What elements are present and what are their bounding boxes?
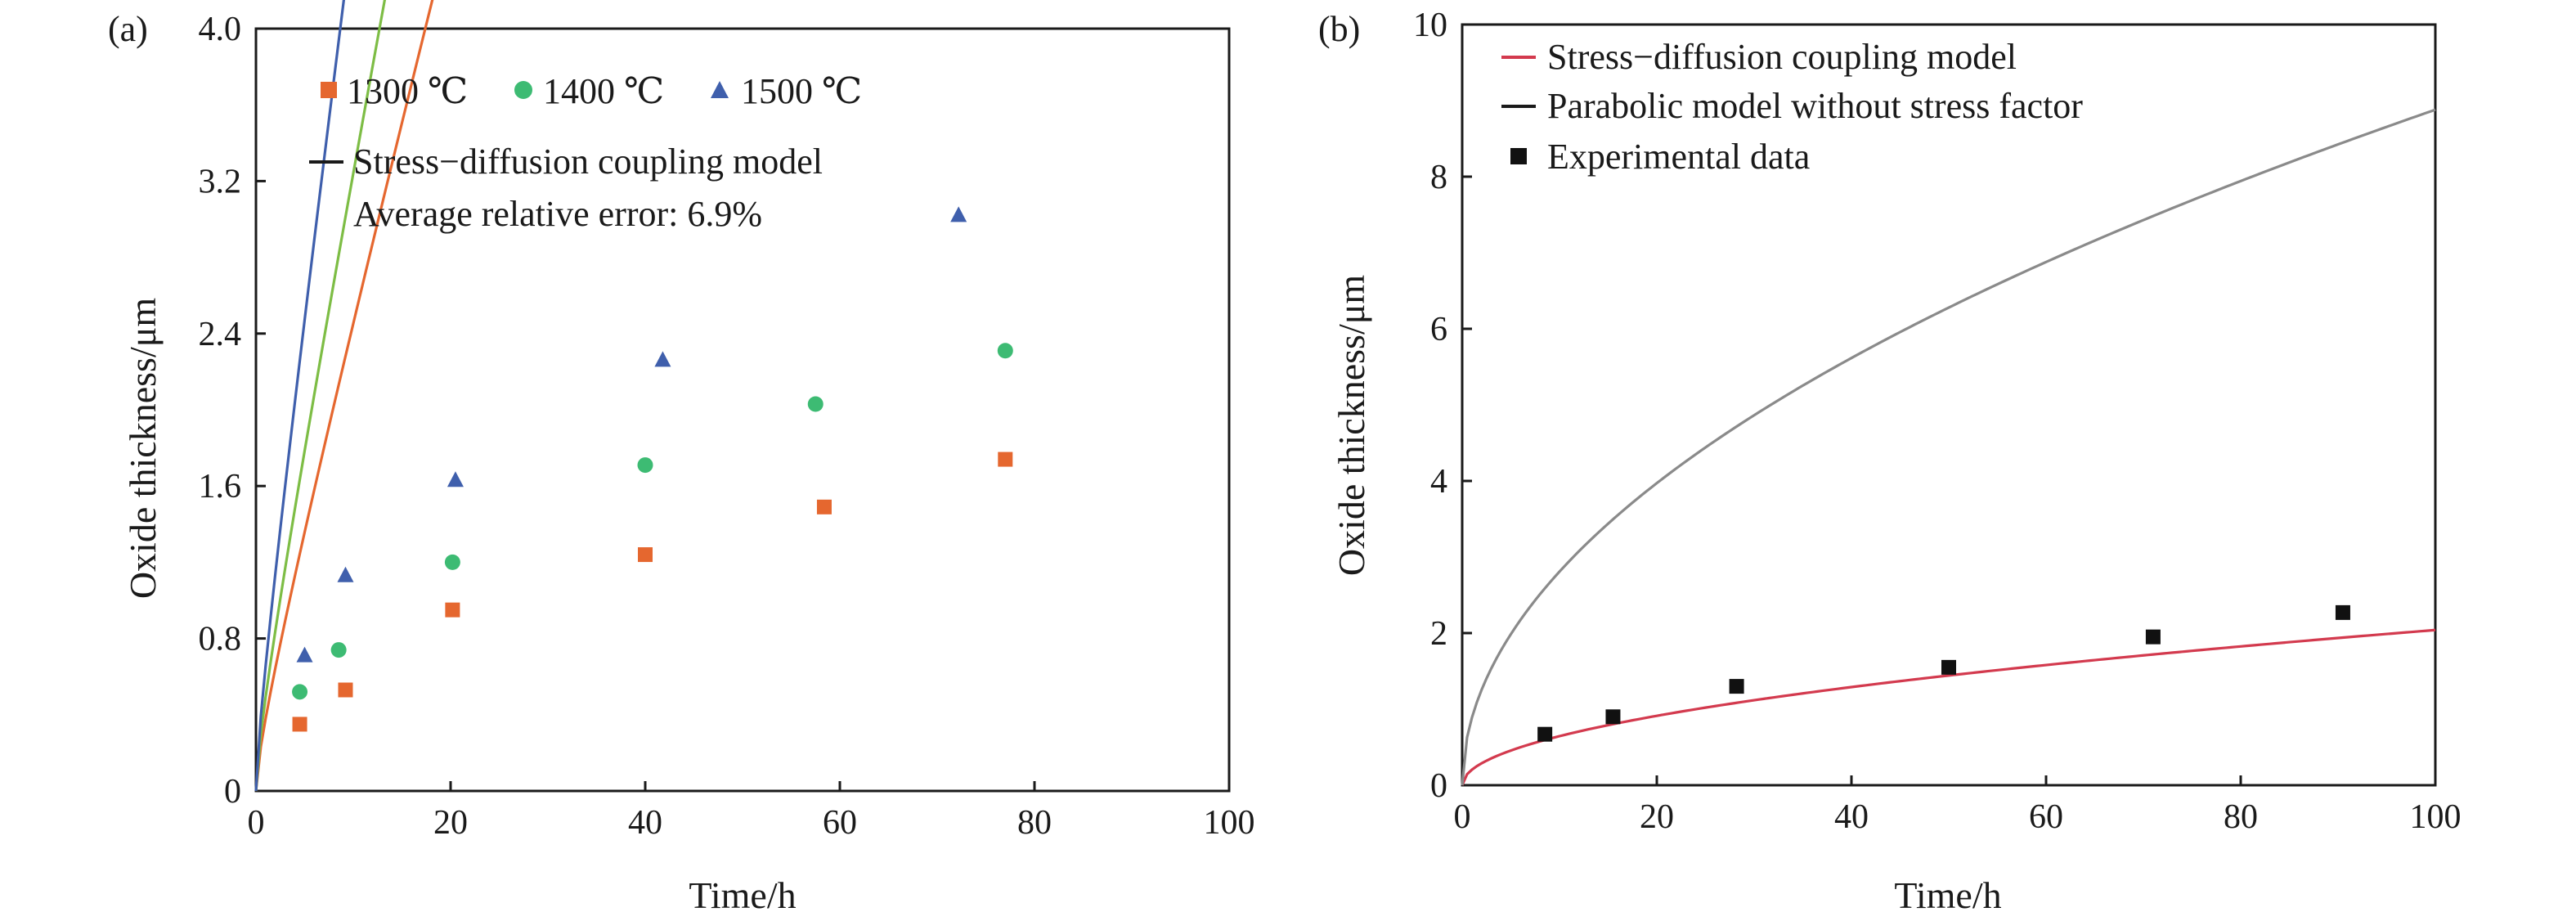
curve-stress-diffusion-coupling-model (1461, 628, 2436, 786)
point-1300 (292, 717, 307, 732)
panel-b-plot-frame (1461, 23, 2437, 787)
x-tick-label: 0 (248, 804, 265, 842)
y-tick-label: 4 (1430, 463, 1447, 501)
panel-b-ticks: 0 20 40 60 80 100 0 2 4 6 8 10 (1413, 7, 2462, 836)
y-tick-label: 0.8 (199, 621, 242, 658)
y-tick-label: 2 (1430, 615, 1447, 653)
legend-label-1400: 1400 ℃ (543, 71, 664, 111)
x-tick-label: 20 (433, 804, 468, 842)
legend-item-1300: 1300 ℃ (321, 71, 468, 111)
panel-a-x-axis-label: Time/h (689, 874, 796, 916)
panel-b-curves (1461, 108, 2436, 786)
legend-item-model-line: Stress−diffusion coupling model (309, 142, 823, 182)
point-1400 (997, 343, 1013, 359)
point-experimental-data (1729, 679, 1744, 694)
curve-1300 (254, 0, 434, 792)
panel-b-y-axis-label: Oxide thickness/μm (1331, 275, 1372, 577)
y-tick-label: 6 (1430, 311, 1447, 348)
legend-label-1500: 1500 ℃ (741, 71, 862, 111)
point-1500 (654, 351, 671, 367)
panel-b-points (1537, 604, 2350, 742)
x-tick-label: 60 (823, 804, 857, 842)
legend-item-1500: 1500 ℃ (711, 71, 862, 111)
point-1400 (444, 554, 460, 570)
legend-item-stress-model: Stress−diffusion coupling model (1501, 37, 2017, 77)
legend-label-model: Stress−diffusion coupling model (353, 142, 823, 182)
y-tick-label: 10 (1413, 7, 1447, 44)
point-experimental-data (1537, 726, 1553, 742)
legend-label-parabolic-model: Parabolic model without stress factor (1547, 86, 2083, 126)
point-1500 (296, 646, 313, 663)
point-1300 (445, 602, 460, 618)
y-tick-label: 1.6 (199, 468, 242, 505)
point-1400 (637, 457, 653, 474)
legend-label-experimental: Experimental data (1547, 137, 1810, 177)
legend-marker-circle-1400 (514, 81, 532, 99)
curve-parabolic-model-without-stress-factor (1461, 108, 2436, 786)
panel-b-label: (b) (1318, 9, 1360, 49)
y-tick-label: 8 (1430, 159, 1447, 196)
legend-item-1400: 1400 ℃ (514, 71, 664, 111)
y-tick-label: 0 (224, 773, 241, 811)
point-1400 (807, 396, 824, 412)
x-tick-label: 60 (2029, 798, 2063, 836)
y-tick-label: 3.2 (199, 163, 242, 200)
panel-a-plot-frame (254, 27, 1231, 793)
panel-a-chart: (a) Oxide thickness/μm Time/h 0 20 40 60 80 1… (108, 0, 1255, 916)
point-1500 (337, 566, 354, 582)
point-1300 (998, 452, 1013, 467)
point-experimental-data (2145, 629, 2161, 645)
panel-a-y-axis-label: Oxide thickness/μm (122, 298, 164, 600)
panel-a-ticks: 0 20 40 60 80 100 0 0.8 1.6 2.4 3.2 4.0 (199, 11, 1255, 842)
legend-marker-triangle-1500 (711, 81, 729, 98)
y-tick-label: 2.4 (199, 316, 242, 353)
x-tick-label: 100 (1204, 804, 1255, 842)
legend-note-average-error: Average relative error: 6.9% (353, 194, 762, 234)
x-tick-label: 80 (2224, 798, 2258, 836)
panel-a-label: (a) (108, 9, 148, 49)
y-tick-label: 4.0 (199, 11, 242, 48)
panel-b-x-axis-label: Time/h (1894, 874, 2001, 916)
point-1300 (816, 499, 832, 514)
point-experimental-data (1941, 659, 1956, 675)
panel-a-legend: 1300 ℃ 1400 ℃ 1500 ℃ Stress−diffusion co… (309, 71, 862, 234)
legend-marker-square-1300 (321, 82, 337, 98)
legend-label-1300: 1300 ℃ (347, 71, 468, 111)
y-tick-label: 0 (1430, 767, 1447, 805)
point-experimental-data (1605, 709, 1621, 725)
legend-label-stress-model: Stress−diffusion coupling model (1547, 37, 2017, 77)
x-tick-label: 40 (1834, 798, 1869, 836)
point-1300 (338, 682, 353, 698)
panel-a-curves (254, 0, 434, 792)
panel-b-legend: Stress−diffusion coupling model Paraboli… (1501, 37, 2083, 177)
legend-item-parabolic-model: Parabolic model without stress factor (1501, 86, 2083, 126)
legend-item-experimental: Experimental data (1510, 137, 1810, 177)
panel-b-chart: (b) Oxide thickness/μm Time/h 0 20 40 60 80 1… (1318, 7, 2462, 916)
x-tick-label: 100 (2410, 798, 2462, 836)
point-1400 (292, 684, 308, 700)
x-tick-label: 80 (1017, 804, 1052, 842)
panel-a-points (292, 206, 1013, 732)
x-tick-label: 20 (1640, 798, 1674, 836)
point-1500 (447, 471, 464, 487)
x-tick-label: 40 (628, 804, 662, 842)
x-tick-label: 0 (1454, 798, 1471, 836)
point-1300 (638, 547, 653, 563)
point-experimental-data (2335, 604, 2350, 620)
legend-marker-experimental (1510, 148, 1527, 164)
point-1500 (950, 206, 967, 222)
point-1400 (330, 642, 347, 658)
